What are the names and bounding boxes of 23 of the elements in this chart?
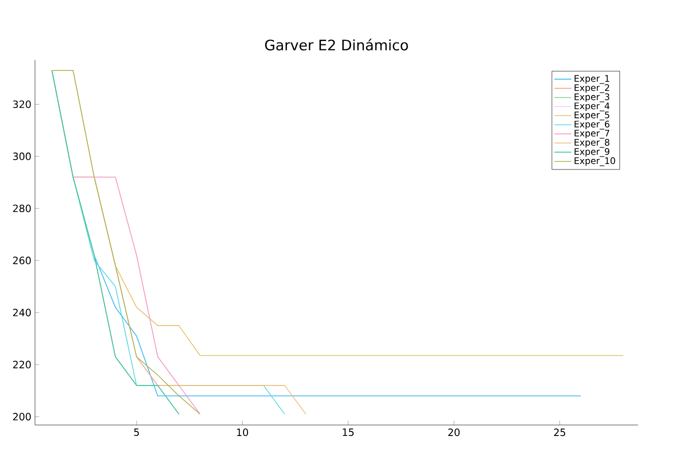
y-tick-label: 220: [13, 360, 31, 368]
chart-title: Garver E2 Dinámico: [265, 38, 408, 50]
x-tick-label: 10: [237, 428, 248, 436]
y-tick-label: 320: [13, 100, 31, 108]
x-tick-label: 25: [554, 428, 566, 436]
legend-label: Exper_10: [574, 157, 616, 166]
y-tick-label: 300: [13, 152, 31, 160]
y-tick-label: 280: [13, 204, 31, 212]
legend-label: Exper_2: [574, 84, 610, 94]
legend-label: Exper_3: [574, 93, 610, 102]
x-tick-label: 20: [448, 428, 460, 436]
legend-label: Exper_1: [574, 75, 610, 84]
legend-label: Exper_5: [574, 112, 610, 120]
y-tick-label: 240: [13, 308, 31, 316]
legend-label: Exper_6: [574, 120, 610, 130]
legend-label: Exper_9: [574, 148, 610, 157]
y-tick-label: 260: [13, 256, 31, 264]
x-tick-label: 15: [342, 428, 354, 436]
legend-label: Exper_4: [574, 102, 610, 112]
x-tick-label: 5: [134, 428, 139, 436]
legend-label: Exper_7: [574, 130, 610, 139]
y-tick-label: 200: [13, 412, 31, 420]
legend-label: Exper_8: [574, 138, 610, 148]
